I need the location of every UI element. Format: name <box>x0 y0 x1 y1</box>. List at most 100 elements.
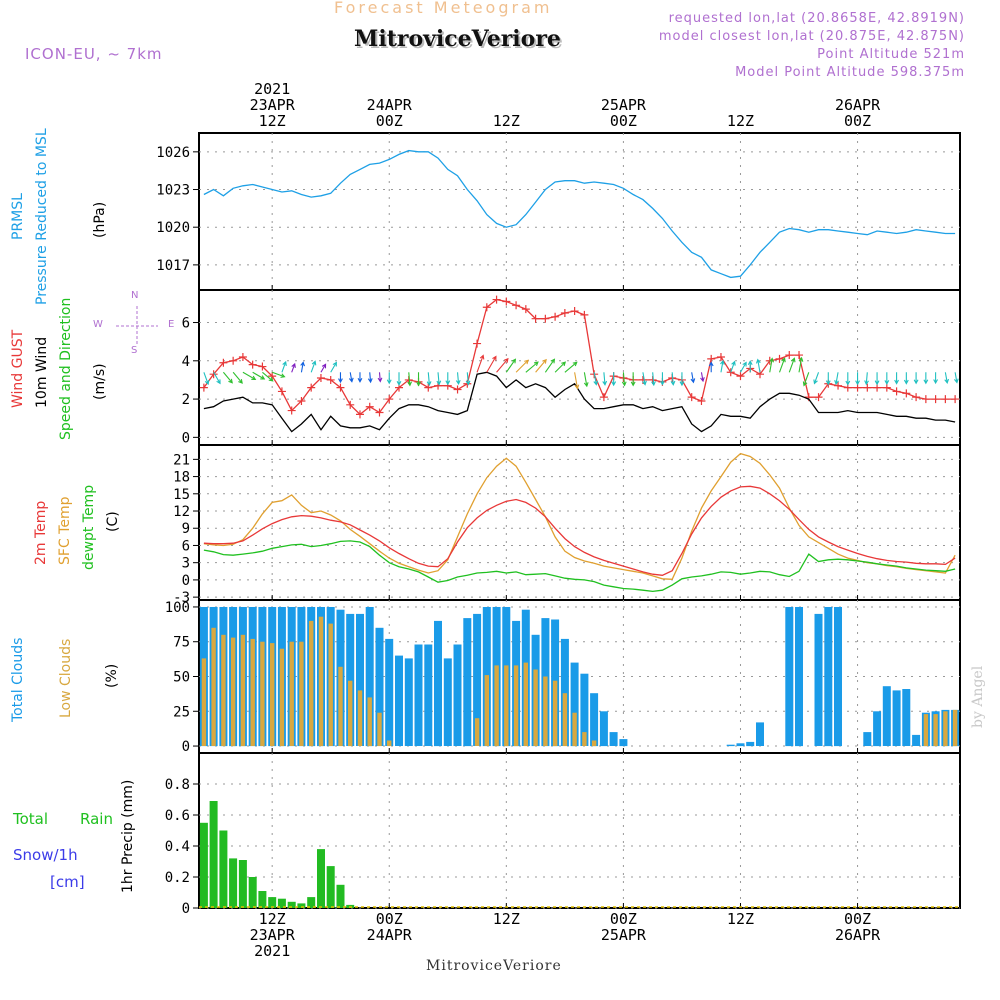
wind-arrow <box>291 362 296 373</box>
precip-bar-total-rain <box>199 822 208 908</box>
clouds-bar-low-clouds <box>240 634 246 747</box>
gust-marker <box>951 395 960 404</box>
clouds-bar-low-clouds <box>523 662 528 747</box>
clouds-bar-low-clouds <box>201 658 207 746</box>
clouds-bar-total-clouds <box>560 638 569 746</box>
clouds-bar-total-clouds <box>961 709 969 747</box>
precip-ytick-label: 0.6 <box>165 808 190 824</box>
wind-arrow <box>621 372 627 387</box>
gust-marker <box>795 351 804 360</box>
clouds-bar-low-clouds <box>387 740 392 747</box>
wind-ytick-label: 2 <box>182 392 190 408</box>
wind-arrow <box>884 372 890 386</box>
gust-marker <box>307 383 316 392</box>
wind-arrow <box>574 372 580 390</box>
wind-arrow <box>222 371 233 384</box>
gust-marker <box>726 368 735 377</box>
wind-arrow <box>271 371 286 378</box>
clouds-bar-total-clouds <box>736 743 745 747</box>
clouds-bar-total-clouds <box>346 613 355 746</box>
top-time-label: 25APR <box>601 96 647 114</box>
gust-marker <box>551 312 560 321</box>
precip-bar-total-rain <box>307 897 316 908</box>
clouds-bar-low-clouds <box>933 714 938 747</box>
wind-arrow <box>436 372 442 386</box>
pressure-ytick-label: 1026 <box>156 145 190 161</box>
wind-arrow <box>730 360 736 373</box>
precip-snow-unit: [cm] <box>50 873 85 891</box>
compass-west: W <box>93 319 103 330</box>
clouds-bar-total-clouds <box>746 741 755 747</box>
compass-arrows <box>112 300 162 350</box>
clouds-bar-total-clouds <box>473 613 482 746</box>
wind-arrow <box>690 372 696 384</box>
clouds-bar-low-clouds <box>211 627 216 746</box>
model-point-altitude: Model Point Altitude 598.375m <box>735 65 965 80</box>
gust-marker <box>209 370 218 379</box>
wind-arrow <box>416 372 421 387</box>
wind-arrow <box>602 372 608 386</box>
wind-arrow <box>386 372 392 385</box>
gust-marker <box>199 383 208 392</box>
clouds-bar-total-clouds <box>814 613 823 746</box>
clouds-bar-low-clouds <box>309 620 314 747</box>
wind-arrow <box>720 359 725 373</box>
wind-arrow <box>465 372 471 386</box>
clouds-bar-total-clouds <box>902 689 911 746</box>
wind-arrow <box>357 372 363 383</box>
precip-bar-total-rain <box>336 884 345 908</box>
wind-arrow <box>583 372 589 388</box>
location-title: MitroviceVeriore <box>354 26 561 52</box>
compass-south: S <box>131 345 138 356</box>
gust-marker <box>834 381 843 390</box>
wind-arrow <box>525 361 539 373</box>
clouds-bar-low-clouds <box>504 665 509 747</box>
clouds-bar-low-clouds <box>279 648 285 747</box>
top-time-label: 00Z <box>376 112 403 130</box>
wind-arrow <box>874 372 880 386</box>
temp-ytick-label: 15 <box>173 487 190 503</box>
wind-arrow <box>700 372 705 383</box>
precip-snow-label: Snow/1h <box>13 846 78 864</box>
temp-ytick-label: 12 <box>173 504 190 520</box>
clouds-bar-low-clouds <box>328 623 333 746</box>
gust-marker <box>502 297 511 306</box>
clouds-bar-low-clouds <box>572 712 577 747</box>
clouds-bar-total-clouds <box>824 607 833 747</box>
wind-arrow <box>426 372 432 387</box>
gust-marker <box>785 351 794 360</box>
clouds-bar-low-clouds <box>952 709 958 747</box>
precip-ytick-label: 0.4 <box>165 839 190 855</box>
bottom-time-label: 23APR <box>250 926 296 944</box>
gust-marker <box>424 383 433 392</box>
clouds-bar-total-clouds <box>785 607 794 747</box>
wind-arrow <box>894 372 899 385</box>
bottom-time-label: 12Z <box>493 910 520 928</box>
wind-arrow <box>740 361 747 373</box>
temp-series-sfc-temp <box>203 452 956 580</box>
point-altitude: Point Altitude 521m <box>817 47 965 62</box>
clouds-ytick-label: 100 <box>165 600 190 616</box>
clouds-bar-low-clouds <box>494 665 499 747</box>
gust-marker <box>921 395 930 404</box>
clouds-bar-total-clouds <box>990 652 998 747</box>
clouds-bar-low-clouds <box>357 690 363 746</box>
wind-arrow <box>242 371 257 381</box>
clouds-bar-total-clouds <box>356 613 364 746</box>
gust-marker <box>248 360 257 369</box>
temp-ytick-label: 6 <box>182 538 190 554</box>
wind-arrow <box>788 357 796 373</box>
gust-marker <box>297 396 306 405</box>
clouds-ytick-label: 0 <box>182 739 190 755</box>
clouds-bar-total-clouds <box>619 739 628 747</box>
compass-east: E <box>168 319 175 330</box>
clouds-bar-total-clouds <box>395 655 403 746</box>
gust-marker <box>736 372 745 381</box>
clouds-bar-total-clouds <box>375 627 384 746</box>
wind-arrow <box>630 372 636 387</box>
clouds-bar-total-clouds <box>463 618 472 747</box>
clouds-bar-total-clouds <box>443 658 452 746</box>
precip-ytick-label: 0.8 <box>165 777 190 793</box>
precip-bar-total-rain <box>326 866 335 908</box>
clouds-bar-total-clouds <box>863 732 872 746</box>
